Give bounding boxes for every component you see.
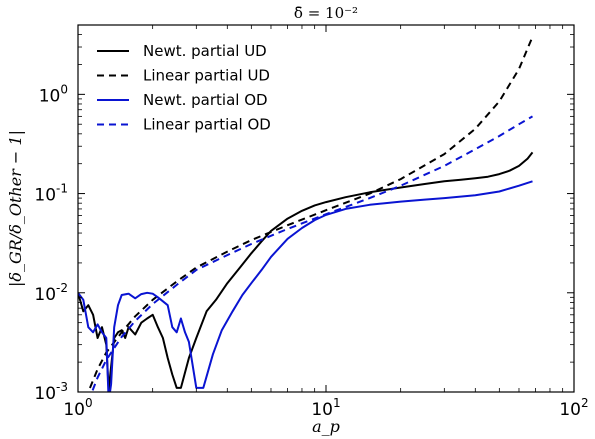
legend-label-1: Newt. partial UD	[143, 42, 267, 60]
legend-label-2: Linear partial UD	[143, 67, 270, 85]
chart-title-text: δ̄ = 10⁻²	[294, 4, 358, 22]
series-line-3	[78, 180, 533, 392]
x-tick-label: 102	[559, 396, 588, 420]
x-axis-label: a_p	[312, 417, 340, 436]
series-lines	[78, 36, 534, 392]
y-tick-label: 10-3	[34, 380, 68, 404]
series-line-1	[78, 151, 534, 391]
tick-labels: 100 101 102 10-3 10-2 10-1 100	[34, 82, 588, 420]
series-line-2	[87, 36, 534, 392]
legend-label-4: Linear partial OD	[143, 116, 271, 134]
y-tick-label: 100	[39, 82, 68, 106]
axis-labels: a_p |δ_GR/δ_Other − 1|	[6, 130, 340, 436]
x-tick-label: 101	[311, 396, 340, 420]
plot-frame	[77, 24, 575, 393]
x-tick-label: 100	[63, 396, 92, 420]
legend: Newt. partial UD Linear partial UD Newt. p…	[97, 42, 271, 134]
y-tick-label: 10-2	[34, 281, 68, 305]
chart-title: δ̄ = 10⁻²	[294, 4, 358, 22]
y-tick-label: 10-1	[34, 182, 68, 206]
legend-label-3: Newt. partial OD	[143, 91, 268, 109]
series-line-4	[90, 115, 534, 392]
y-axis-label: |δ_GR/δ_Other − 1|	[6, 130, 25, 287]
